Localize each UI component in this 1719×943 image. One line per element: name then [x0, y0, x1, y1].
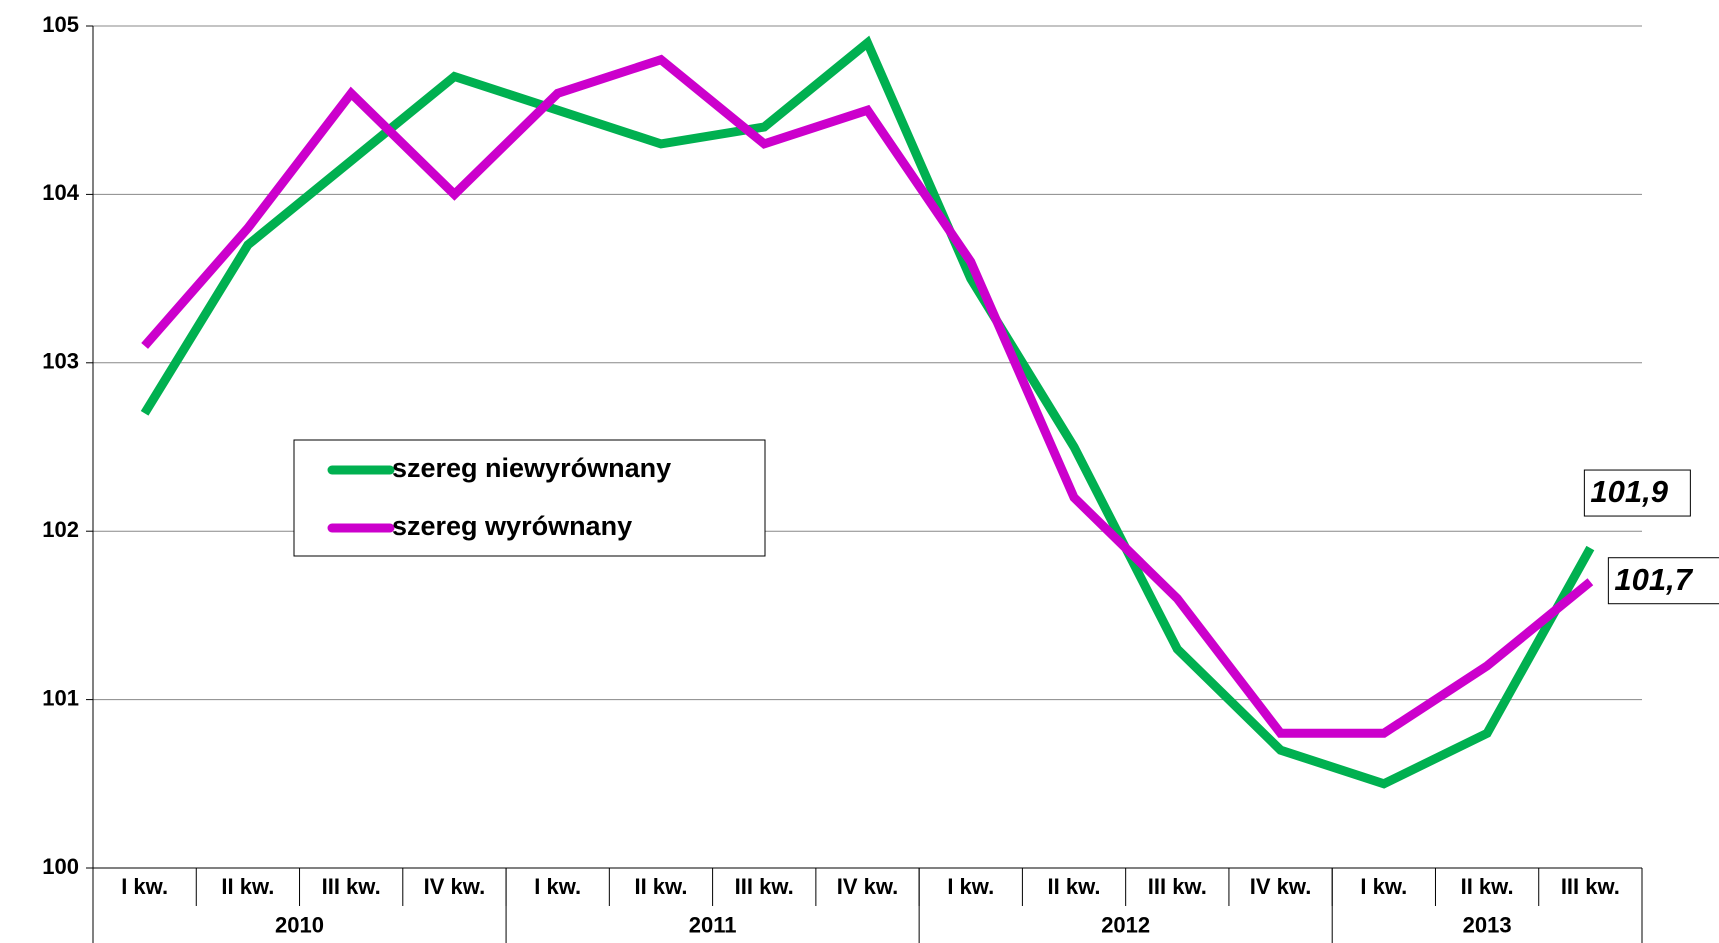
x-group-label: 2012 — [1101, 912, 1150, 937]
x-tick-label: III kw. — [322, 874, 381, 899]
value-label: 101,9 — [1590, 474, 1668, 509]
x-tick-label: I kw. — [121, 874, 168, 899]
y-tick-label: 104 — [42, 180, 79, 205]
x-tick-label: IV kw. — [837, 874, 899, 899]
legend-box — [293, 439, 766, 557]
y-tick-label: 102 — [42, 517, 79, 542]
x-tick-label: IV kw. — [424, 874, 486, 899]
x-tick-label: III kw. — [1561, 874, 1620, 899]
y-tick-label: 103 — [42, 349, 79, 374]
y-tick-label: 101 — [42, 685, 79, 710]
x-tick-label: III kw. — [735, 874, 794, 899]
x-tick-label: II kw. — [1048, 874, 1101, 899]
x-tick-label: IV kw. — [1250, 874, 1312, 899]
x-tick-label: I kw. — [534, 874, 581, 899]
x-tick-label: I kw. — [947, 874, 994, 899]
x-tick-label: III kw. — [1148, 874, 1207, 899]
x-group-label: 2010 — [275, 912, 324, 937]
line-series — [140, 35, 1595, 789]
legend-label: szereg wyrównany — [392, 511, 632, 541]
x-group-label: 2011 — [689, 912, 737, 937]
x-group-label: 2013 — [1463, 912, 1512, 937]
value-label-box — [1583, 469, 1691, 517]
legend-label: szereg niewyrównany — [392, 453, 671, 483]
x-tick-label: II kw. — [221, 874, 274, 899]
y-tick-label: 105 — [42, 12, 79, 37]
value-label-box — [1607, 557, 1719, 605]
x-tick-label: II kw. — [634, 874, 687, 899]
x-tick-label: I kw. — [1360, 874, 1407, 899]
x-tick-label: II kw. — [1461, 874, 1514, 899]
y-tick-label: 100 — [42, 854, 79, 879]
value-label: 101,7 — [1614, 562, 1693, 597]
line-series — [141, 54, 1594, 738]
